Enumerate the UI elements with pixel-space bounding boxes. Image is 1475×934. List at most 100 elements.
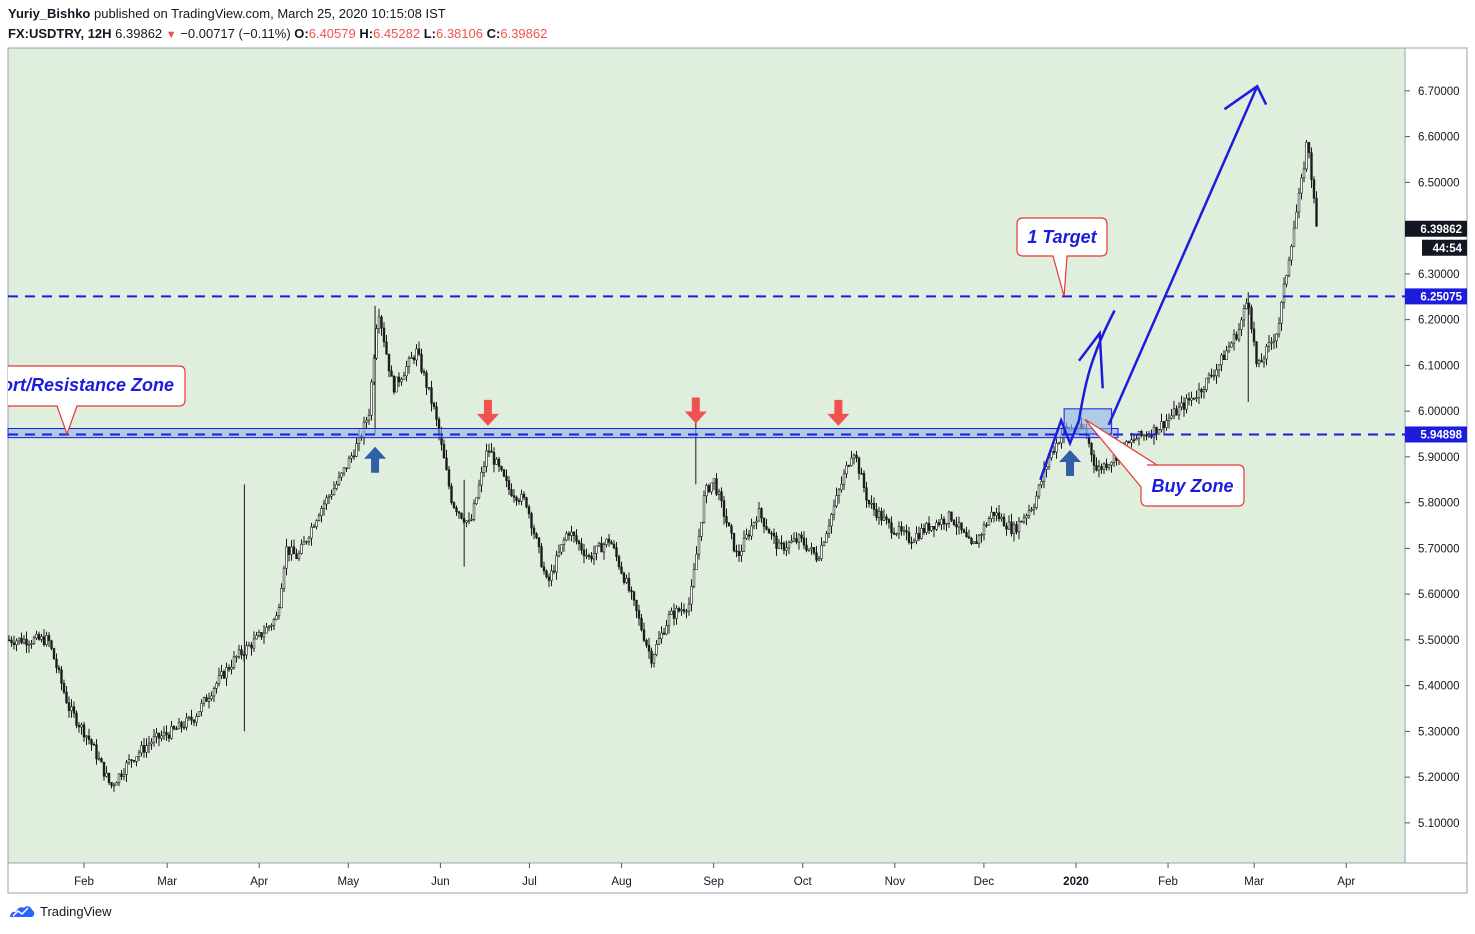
candle-body xyxy=(1105,463,1108,469)
candle-body xyxy=(285,546,288,569)
candle-body xyxy=(647,644,651,652)
candle-body xyxy=(1190,397,1193,401)
candle-body xyxy=(170,726,173,739)
candle-body xyxy=(1142,434,1146,437)
candle-body xyxy=(15,640,18,645)
candle-body xyxy=(1157,429,1161,435)
candle-body xyxy=(220,671,223,676)
candle-body xyxy=(12,642,16,645)
x-tick-label: Feb xyxy=(74,876,94,888)
candle-body xyxy=(757,508,761,522)
candle-body xyxy=(35,634,38,639)
candle-body xyxy=(612,543,616,548)
candle-body xyxy=(632,591,636,601)
candle-body xyxy=(847,465,851,467)
candle-body xyxy=(630,590,633,592)
level-price-tag-bg xyxy=(1405,288,1467,305)
support-resistance-zone xyxy=(7,428,1119,439)
candle-body xyxy=(1262,358,1266,363)
candle-body xyxy=(140,745,143,754)
time-axis[interactable] xyxy=(7,862,1468,894)
candle-body xyxy=(925,523,928,533)
drawings-layer xyxy=(364,84,1268,481)
x-tick-label: Sep xyxy=(703,876,723,888)
candle-body xyxy=(120,773,123,777)
candle-body xyxy=(802,537,806,546)
candle-body xyxy=(740,550,743,557)
tradingview-logo[interactable]: TradingView xyxy=(8,903,112,919)
candle-body xyxy=(980,534,983,536)
candle-body xyxy=(157,732,161,739)
candle-body xyxy=(1177,406,1181,416)
candle-body xyxy=(690,586,693,605)
author-name[interactable]: Yuriy_Bishko xyxy=(8,6,91,21)
candle-body xyxy=(725,516,728,523)
symbol-label[interactable]: FX:USDTRY, 12H xyxy=(8,26,112,41)
candle-body xyxy=(1110,462,1113,466)
candle-body xyxy=(70,706,73,711)
candle-body xyxy=(322,503,326,509)
candle-body xyxy=(452,502,456,509)
candle-body xyxy=(82,724,86,738)
candle-body xyxy=(52,648,56,660)
candle-body xyxy=(927,523,931,531)
candle-body xyxy=(845,465,848,475)
y-tick-label: 6.00000 xyxy=(1418,406,1460,418)
candle-body xyxy=(795,538,798,543)
candle-body xyxy=(160,735,163,739)
candle-body xyxy=(992,511,996,516)
candle-body xyxy=(470,519,473,521)
support-arrow-up-icon xyxy=(1059,449,1082,476)
candle-body xyxy=(815,552,818,561)
candle-body xyxy=(705,485,708,497)
price-chart[interactable]: 6.700006.600006.500006.400006.300006.200… xyxy=(0,0,1475,896)
candle-body xyxy=(760,508,763,519)
candle-body xyxy=(492,452,496,465)
candle-body xyxy=(297,553,301,559)
candle-body xyxy=(800,534,803,539)
candle-body xyxy=(700,521,703,537)
candle-body xyxy=(422,371,426,374)
candle-body xyxy=(997,512,1001,520)
bar-countdown: 44:54 xyxy=(1433,243,1463,255)
candle-body xyxy=(820,544,823,559)
candle-body xyxy=(790,540,793,543)
candle-body xyxy=(252,638,256,649)
candle-body xyxy=(185,717,188,728)
candle-body xyxy=(125,762,128,775)
candle-body xyxy=(1277,323,1281,335)
candle-body xyxy=(1280,301,1283,324)
x-tick-label: Apr xyxy=(1337,876,1355,888)
candle-body xyxy=(270,624,273,627)
candle-body xyxy=(370,381,373,416)
candle-body xyxy=(427,387,431,389)
buy-zone-callout-box xyxy=(1084,418,1245,507)
candle-body xyxy=(467,519,471,522)
tradingview-brand: TradingView xyxy=(40,903,112,919)
sr-callout-group: ort/Resistance Zone xyxy=(8,365,186,436)
candle-body xyxy=(872,502,876,510)
y-tick-label: 6.60000 xyxy=(1418,132,1460,144)
candle-body xyxy=(435,406,438,420)
candle-body xyxy=(1005,525,1008,530)
x-tick-label: May xyxy=(337,876,359,888)
candle-body xyxy=(290,546,293,555)
candle-body xyxy=(1215,369,1218,376)
candle-body xyxy=(900,526,903,532)
candle-body xyxy=(652,654,656,664)
y-tick-label: 6.20000 xyxy=(1418,315,1460,327)
candle-body xyxy=(1127,441,1131,443)
candle-body xyxy=(45,635,48,645)
candle-body xyxy=(1285,275,1288,285)
candle-body xyxy=(200,702,203,713)
candle-body xyxy=(822,541,826,546)
candle-body xyxy=(1162,421,1166,429)
candle-body xyxy=(230,667,233,670)
candle-body xyxy=(212,688,216,697)
y-tick-label: 5.60000 xyxy=(1418,589,1460,601)
candle-body xyxy=(430,387,433,404)
candle-body xyxy=(555,555,558,573)
plot-area[interactable] xyxy=(7,47,1406,864)
candle-body xyxy=(142,745,146,753)
candle-body xyxy=(255,635,258,640)
